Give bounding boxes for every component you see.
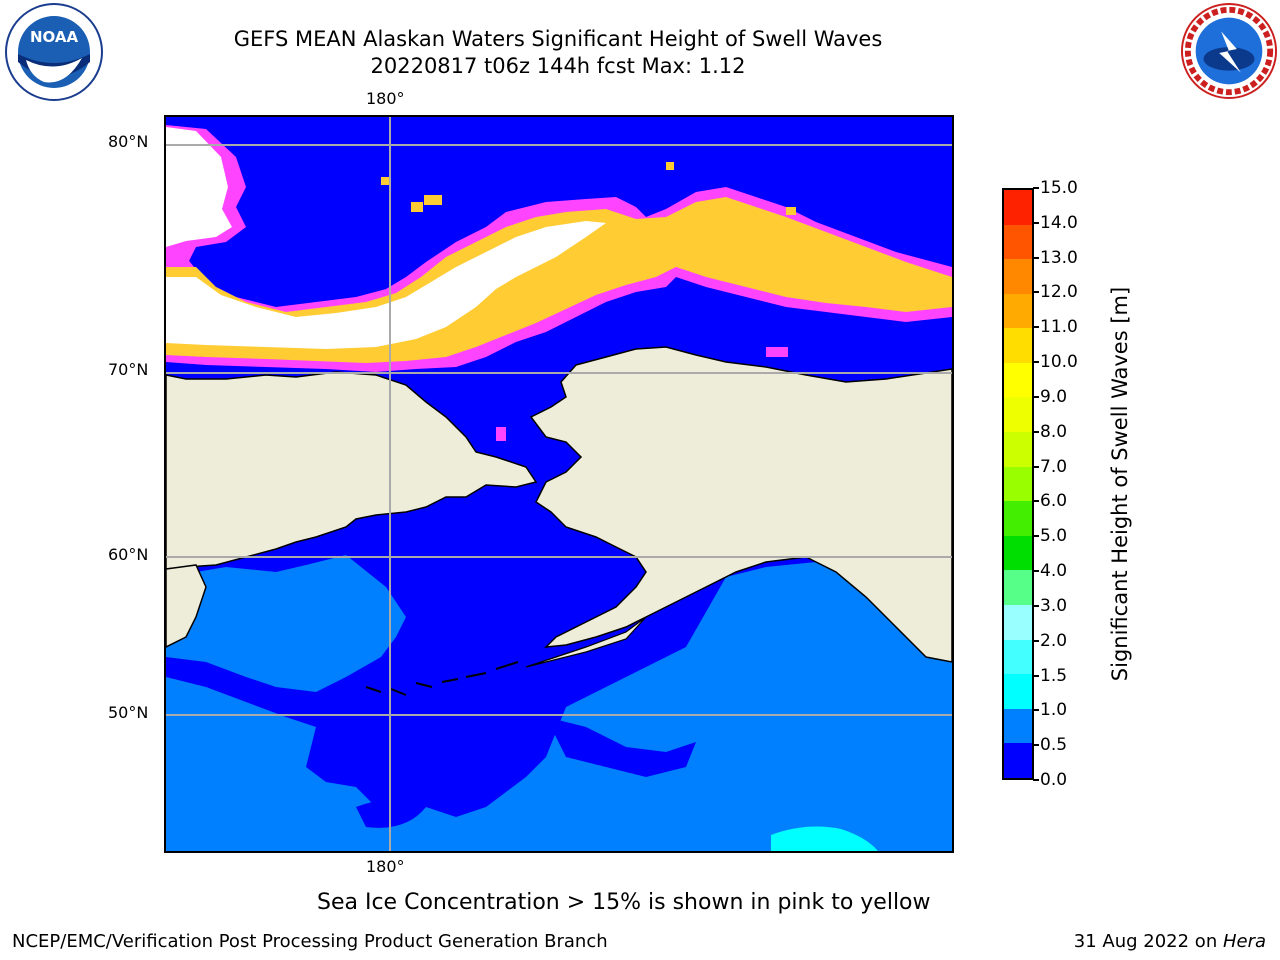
colorbar-tick-label: 7.0 (1040, 456, 1068, 477)
colorbar-tick-mark (1033, 570, 1039, 573)
colorbar-tick-mark (1033, 744, 1039, 747)
colorbar-segment (1004, 259, 1032, 294)
colorbar-tick-mark (1033, 221, 1039, 224)
colorbar-tick-label: 13.0 (1040, 247, 1078, 268)
colorbar-tick-label: 15.0 (1040, 178, 1078, 198)
swell-zone-bering-west (166, 555, 406, 692)
swell-zone-max (771, 826, 878, 851)
colorbar-tick-mark (1033, 361, 1039, 364)
colorbar-segment (1004, 743, 1032, 778)
lat-label-60n: 60°N (108, 545, 149, 564)
colorbar-tick-mark (1033, 500, 1039, 503)
swell-map (166, 117, 952, 851)
colorbar-tick-mark (1033, 639, 1039, 642)
colorbar-segment (1004, 501, 1032, 536)
colorbar-tick-mark (1033, 395, 1039, 398)
colorbar-segment (1004, 466, 1032, 502)
colorbar-tick-label: 4.0 (1040, 561, 1068, 582)
colorbar-tick-mark (1033, 326, 1039, 329)
colorbar-tick-mark (1033, 465, 1039, 468)
colorbar-tick-label: 3.0 (1040, 595, 1068, 616)
colorbar-segment (1004, 605, 1032, 640)
sea-ice-caption: Sea Ice Concentration > 15% is shown in … (317, 890, 931, 915)
colorbar-segment (1004, 190, 1032, 225)
noaa-logo-text: NOAA (30, 28, 79, 46)
colorbar-segment (1004, 362, 1032, 398)
colorbar-segment (1004, 224, 1032, 260)
colorbar-tick-label: 0.0 (1040, 770, 1068, 790)
colorbar-tick-mark (1033, 674, 1039, 677)
footer-credit: NCEP/EMC/Verification Post Processing Pr… (12, 931, 608, 952)
swell-zone-southwest (166, 677, 466, 851)
colorbar-segment (1004, 639, 1032, 675)
colorbar-tick-label: 11.0 (1040, 317, 1078, 338)
colorbar-tick-label: 6.0 (1040, 491, 1068, 512)
land-alaska (529, 346, 952, 663)
colorbar-segment (1004, 397, 1032, 433)
land-kamchatka (166, 564, 207, 648)
colorbar-tick-label: 2.0 (1040, 630, 1068, 651)
footer-host: Hera (1222, 931, 1266, 952)
lon-label-top: 180° (366, 89, 405, 108)
colorbar-segment (1004, 293, 1032, 329)
colorbar-title: Significant Height of Swell Waves [m] (1108, 286, 1132, 682)
colorbar-tick-label: 1.5 (1040, 665, 1068, 686)
colorbar-tick-mark (1033, 604, 1039, 607)
colorbar-tick-mark (1033, 256, 1039, 259)
footer-date-text: 31 Aug 2022 on (1073, 931, 1223, 952)
colorbar-tick-label: 5.0 (1040, 526, 1068, 547)
graticule (166, 117, 952, 851)
lon-label-bottom: 180° (366, 857, 405, 876)
colorbar-tick-mark (1033, 430, 1039, 433)
swell-zone-gulf-of-alaska (456, 562, 952, 851)
colorbar-tick-label: 12.0 (1040, 282, 1078, 303)
colorbar-tick-label: 14.0 (1040, 212, 1078, 233)
colorbar-tick-mark (1033, 779, 1039, 781)
colorbar-tick-label: 1.0 (1040, 700, 1068, 721)
noaa-logo: NOAA (5, 3, 103, 101)
colorbar-tick-mark (1033, 535, 1039, 538)
colorbar-tick-mark (1033, 187, 1039, 189)
nws-logo (1180, 2, 1278, 100)
chart-title: GEFS MEAN Alaskan Waters Significant Hei… (233, 27, 883, 51)
colorbar-tick-mark (1033, 709, 1039, 712)
colorbar-segment (1004, 708, 1032, 744)
map-panel (164, 115, 954, 853)
colorbar-tick-label: 0.5 (1040, 735, 1068, 756)
colorbar-segment (1004, 432, 1032, 467)
colorbar-segment (1004, 535, 1032, 571)
colorbar-segment (1004, 674, 1032, 709)
lat-label-50n: 50°N (108, 703, 149, 722)
colorbar (1002, 188, 1034, 780)
colorbar-tick-mark (1033, 291, 1039, 294)
colorbar-segment (1004, 570, 1032, 606)
sea-ice-white-core (166, 221, 606, 349)
lat-label-80n: 80°N (108, 132, 149, 151)
lat-label-70n: 70°N (108, 360, 149, 379)
colorbar-tick-label: 10.0 (1040, 352, 1078, 373)
chart-subtitle: 20220817 t06z 144h fcst Max: 1.12 (370, 54, 746, 78)
colorbar-tick-label: 9.0 (1040, 386, 1068, 407)
colorbar-tick-label: 8.0 (1040, 421, 1068, 442)
footer-date: 31 Aug 2022 on Hera (1074, 931, 1266, 952)
aleutian-islands (365, 661, 519, 696)
colorbar-segment (1004, 328, 1032, 363)
